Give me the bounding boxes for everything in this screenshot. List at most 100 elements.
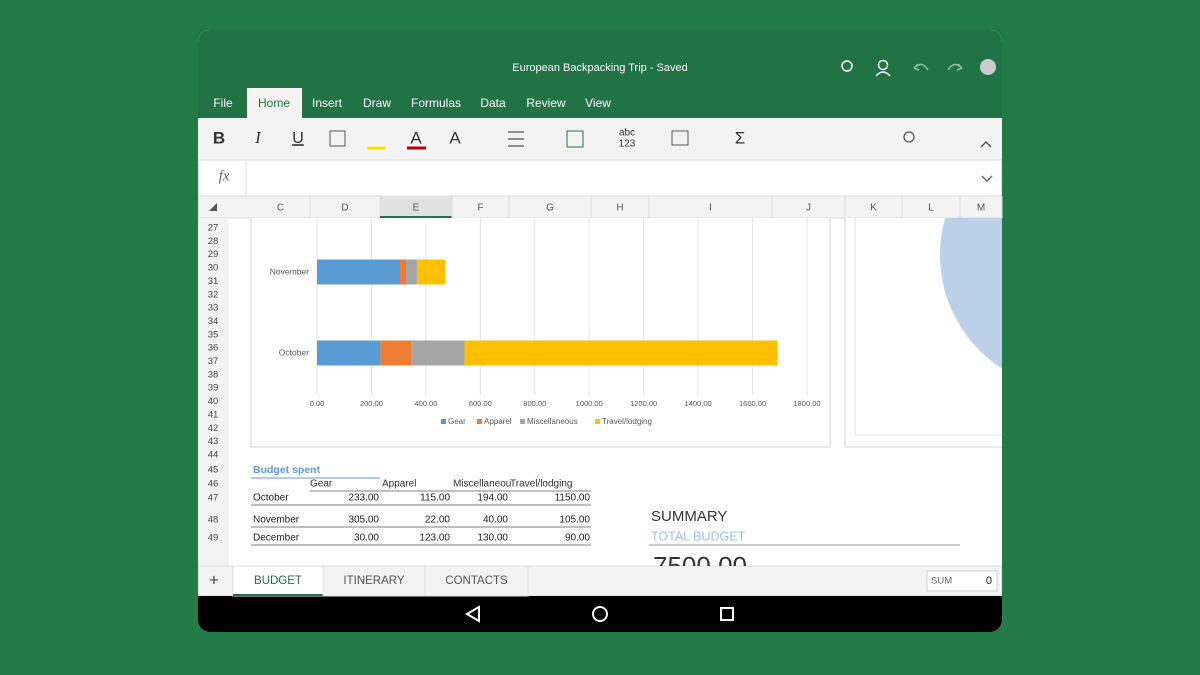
toolbar-button[interactable]: I [254, 128, 262, 147]
row-header[interactable]: 32 [208, 289, 219, 300]
bar-segment [400, 259, 407, 285]
row-header[interactable]: 40 [208, 396, 219, 407]
row-header[interactable]: 38 [208, 369, 219, 380]
status-value: 0 [986, 575, 992, 587]
home-button[interactable] [592, 606, 608, 622]
status-box [926, 570, 998, 592]
redo-icon[interactable] [947, 63, 963, 71]
insert-icon[interactable] [671, 130, 689, 146]
x-tick-label: 0.00 [310, 399, 325, 408]
column-header-bar [198, 195, 1002, 219]
table-header: Apparel [382, 479, 416, 490]
borders-icon[interactable] [329, 130, 346, 147]
ribbon-tab[interactable]: File [213, 96, 233, 110]
undo-icon[interactable] [913, 63, 929, 71]
toolbar-button[interactable]: A [410, 128, 422, 147]
row-header[interactable]: 33 [208, 303, 219, 314]
select-all[interactable] [209, 203, 217, 211]
row-header[interactable]: 37 [208, 356, 219, 367]
table-header: Miscellaneou [453, 479, 511, 490]
row-header[interactable]: 47 [208, 493, 219, 504]
row-header[interactable]: 35 [208, 329, 219, 340]
tell-me-icon[interactable] [841, 60, 853, 72]
row-header[interactable]: 48 [208, 515, 219, 526]
ribbon-tab[interactable]: Data [480, 96, 506, 110]
row-header[interactable]: 31 [208, 276, 219, 287]
back-button[interactable] [465, 605, 480, 623]
table-header: Gear [310, 479, 333, 490]
recents-button[interactable] [720, 607, 734, 621]
fx-label[interactable]: fx [219, 168, 230, 184]
search-icon[interactable] [903, 131, 915, 143]
column-header[interactable]: E [413, 203, 420, 214]
toolbar [198, 118, 1002, 160]
row-header[interactable]: 41 [208, 409, 219, 420]
row-header[interactable]: 42 [208, 423, 219, 434]
toolbar-button[interactable]: 123 [619, 139, 636, 150]
table-cell: 115.00 [420, 493, 450, 504]
row-header[interactable]: 43 [208, 436, 219, 447]
column-header[interactable]: D [341, 203, 348, 214]
table-cell: December [253, 533, 300, 544]
ribbon-tab[interactable]: Draw [363, 96, 391, 110]
legend-swatch [595, 419, 600, 424]
legend-label: Gear [448, 417, 466, 426]
row-header[interactable]: 45 [208, 465, 219, 476]
row-header[interactable]: 27 [208, 223, 219, 234]
ribbon-tab[interactable]: View [585, 96, 611, 110]
column-header[interactable]: L [928, 203, 934, 214]
toolbar-button[interactable]: abc [619, 128, 635, 139]
expand-icon[interactable] [981, 175, 993, 182]
bar-segment [411, 340, 465, 366]
collapse-icon[interactable] [980, 141, 992, 148]
row-header[interactable]: 39 [208, 383, 219, 394]
toolbar-button[interactable]: U [292, 130, 304, 147]
bar-segment [317, 340, 381, 366]
x-tick-label: 800.00 [523, 399, 546, 408]
summary-heading: SUMMARY [651, 508, 727, 525]
table-title: Budget spent [253, 464, 321, 476]
share-icon[interactable] [877, 59, 889, 71]
row-header[interactable]: 29 [208, 249, 219, 260]
row-header[interactable]: 34 [208, 316, 219, 327]
nav-bar [198, 596, 1002, 632]
row-header[interactable]: 36 [208, 343, 219, 354]
ribbon-tab[interactable]: Home [258, 96, 290, 110]
table-cell: 1150.00 [555, 493, 591, 504]
share-icon-body [875, 71, 891, 77]
sheet-tab-label: ITINERARY [343, 575, 404, 587]
ribbon-tab[interactable]: Review [526, 96, 566, 110]
sheet-tab[interactable] [424, 565, 529, 597]
toolbar-button[interactable]: B [213, 128, 225, 147]
column-header[interactable]: G [546, 203, 554, 214]
sheet-tab-label: BUDGET [254, 575, 302, 587]
ribbon-tab[interactable]: Formulas [411, 96, 461, 110]
account-avatar[interactable] [980, 59, 996, 75]
add-sheet[interactable]: + [209, 570, 219, 589]
format-icon[interactable] [566, 130, 584, 148]
row-header[interactable]: 28 [208, 236, 219, 247]
column-header[interactable]: F [477, 203, 483, 214]
row-header[interactable]: 44 [208, 449, 219, 460]
row-header[interactable]: 49 [208, 533, 219, 544]
category-label: November [270, 266, 309, 276]
column-header[interactable]: K [870, 203, 877, 214]
sheet-tab[interactable] [322, 565, 426, 597]
table-cell: October [253, 493, 289, 504]
ribbon-tab[interactable]: Insert [312, 96, 343, 110]
column-header[interactable]: M [977, 203, 985, 214]
column-header[interactable]: C [277, 203, 284, 214]
sheet: 0.00 200.00 400.00 600.00 800.00 1000.00 1200.… [250, 218, 1002, 566]
status-label: SUM [931, 576, 952, 587]
toolbar-button[interactable]: Σ [735, 128, 746, 147]
chart-frame [250, 218, 831, 448]
toolbar-button[interactable]: A [449, 128, 461, 147]
row-header[interactable]: 30 [208, 263, 219, 274]
column-header[interactable]: J [806, 203, 811, 214]
row-header[interactable]: 46 [208, 479, 219, 490]
column-header[interactable]: H [616, 203, 623, 214]
table-cell: 194.00 [477, 493, 508, 504]
column-header[interactable]: I [709, 203, 712, 214]
